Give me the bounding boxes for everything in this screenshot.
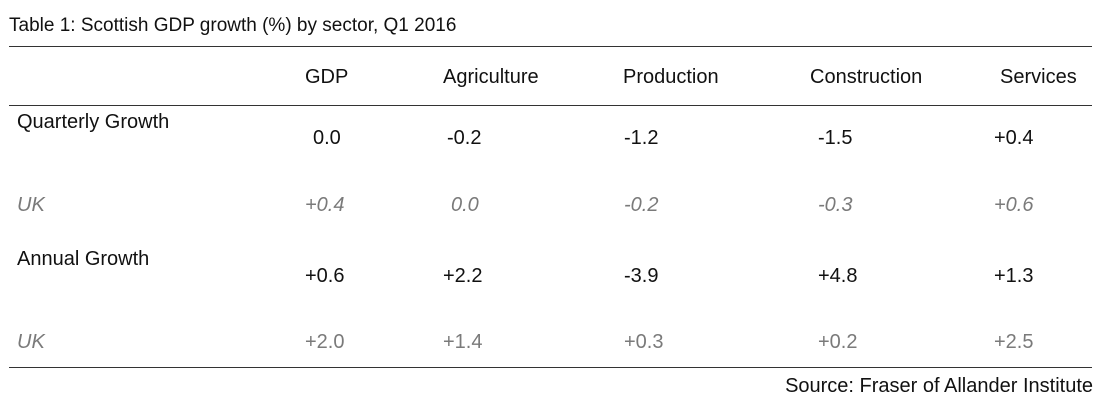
table-cell: +2.0 bbox=[305, 331, 345, 353]
table-title: Table 1: Scottish GDP growth (%) by sect… bbox=[9, 15, 457, 36]
row-label-quarterly-growth: Quarterly Growth bbox=[17, 111, 170, 133]
table-cell: +0.4 bbox=[305, 194, 345, 216]
table-cell: -0.2 bbox=[624, 194, 659, 216]
table-cell: +0.3 bbox=[624, 331, 664, 353]
table-cell: +0.6 bbox=[305, 265, 345, 287]
column-header-construction: Construction bbox=[810, 66, 923, 88]
row-label-uk: UK bbox=[17, 331, 45, 353]
column-header-agriculture: Agriculture bbox=[443, 66, 539, 88]
header-rule bbox=[9, 105, 1092, 106]
table-cell: +0.6 bbox=[994, 194, 1034, 216]
table-cell: +0.2 bbox=[818, 331, 858, 353]
column-header-production: Production bbox=[623, 66, 719, 88]
table-cell: +1.4 bbox=[443, 331, 483, 353]
bottom-rule bbox=[9, 367, 1092, 368]
table-cell: 0.0 bbox=[313, 127, 341, 149]
source-note: Source: Fraser of Allander Institute bbox=[785, 375, 1093, 397]
table-cell: +2.2 bbox=[443, 265, 483, 287]
row-label-annual-growth: Annual Growth bbox=[17, 248, 150, 270]
table-cell: -0.3 bbox=[818, 194, 853, 216]
table-cell: -1.5 bbox=[818, 127, 853, 149]
table-cell: 0.0 bbox=[451, 194, 479, 216]
table-cell: +2.5 bbox=[994, 331, 1034, 353]
table-cell: +1.3 bbox=[994, 265, 1034, 287]
table-cell: +0.4 bbox=[994, 127, 1034, 149]
column-header-gdp: GDP bbox=[305, 66, 349, 88]
top-rule bbox=[9, 46, 1092, 47]
table-cell: -0.2 bbox=[447, 127, 482, 149]
table-cell: +4.8 bbox=[818, 265, 858, 287]
table-cell: -1.2 bbox=[624, 127, 659, 149]
row-label-uk: UK bbox=[17, 194, 45, 216]
table-cell: -3.9 bbox=[624, 265, 659, 287]
column-header-services: Services bbox=[1000, 66, 1077, 88]
